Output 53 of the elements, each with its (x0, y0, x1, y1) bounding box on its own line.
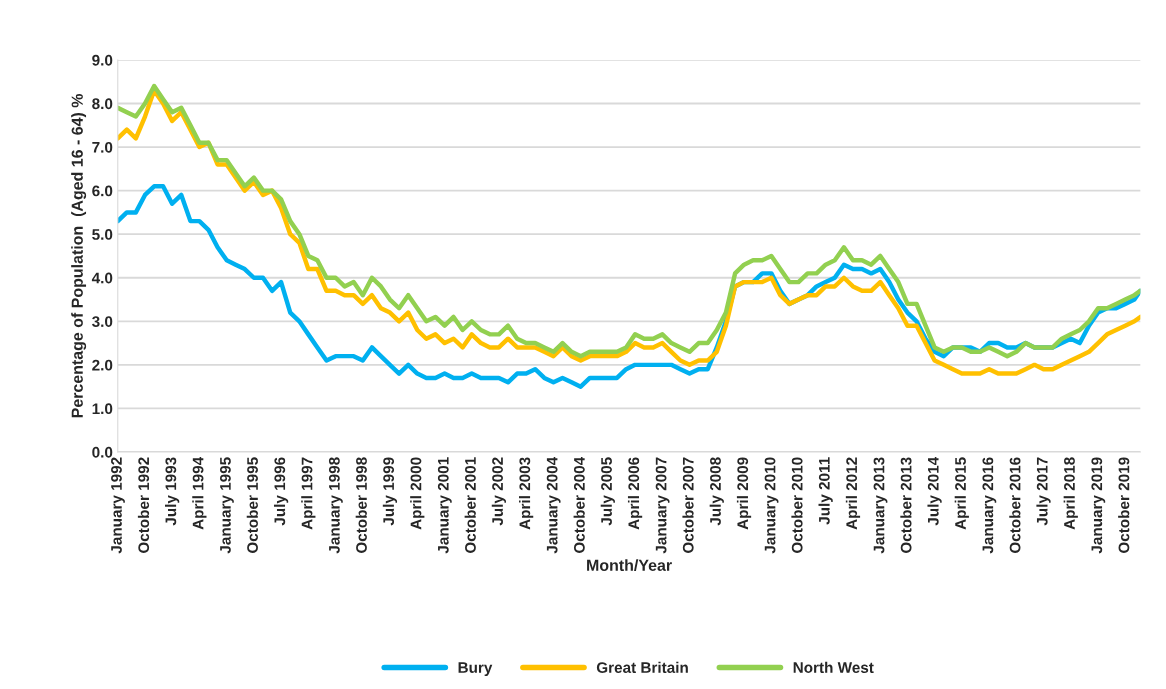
x-tick-label: July 1993 (165, 457, 180, 526)
x-tick-label: January 2010 (764, 457, 779, 554)
x-tick-label: April 2006 (627, 457, 643, 530)
x-tick-label: July 1999 (382, 457, 398, 526)
x-tick-label: October 2010 (791, 457, 803, 554)
x-tick-label: January 1992 (111, 457, 125, 554)
x-tick-label: July 1996 (273, 457, 289, 526)
x-tick-label: January 2016 (982, 457, 997, 554)
x-tick-label: January 2019 (1091, 457, 1106, 554)
x-tick-label: January 1998 (328, 457, 343, 554)
y-tick-label: 6.0 (92, 185, 113, 197)
x-tick-label: October 2007 (682, 457, 694, 554)
x-tick-label: January 2007 (655, 457, 670, 554)
x-tick-label: April 1994 (192, 456, 207, 530)
x-tick-label: October 2004 (573, 456, 585, 554)
x-tick-label: April 2015 (954, 457, 969, 530)
x-axis-title: Month/Year (587, 559, 672, 572)
x-tick-label: July 2014 (927, 456, 942, 526)
legend-label: Bury (458, 662, 493, 676)
x-tick-label: July 2005 (600, 457, 615, 526)
y-axis-title: Percentage of Population (Aged 16 - 64) % (71, 93, 87, 418)
x-tick-label: April 1997 (301, 457, 316, 530)
x-tick-label: July 2008 (709, 457, 724, 526)
x-tick-label: October 1992 (137, 457, 150, 554)
x-tick-label: July 2017 (1036, 457, 1051, 526)
y-tick-label: 5.0 (92, 229, 113, 240)
x-tick-label: July 2011 (818, 457, 833, 525)
x-tick-label: October 2001 (464, 457, 476, 554)
y-tick-label: 4.0 (91, 272, 113, 284)
x-tick-label: January 2004 (546, 456, 561, 554)
x-tick-label: January 2001 (437, 457, 452, 554)
x-tick-label: April 2003 (519, 457, 534, 530)
x-tick-label: October 1995 (246, 457, 258, 554)
y-tick-label: 7.0 (92, 141, 113, 153)
y-tick-label: 0.0 (92, 446, 113, 458)
legend-label: North West (793, 661, 874, 673)
x-tick-label: April 2012 (845, 457, 861, 530)
y-tick-label: 9.0 (92, 54, 113, 66)
y-tick-label: 3.0 (92, 316, 113, 328)
x-tick-label: April 2000 (410, 457, 425, 530)
x-tick-label: October 2013 (900, 457, 912, 554)
x-tick-label: April 2009 (736, 457, 752, 530)
x-tick-label: January 1995 (220, 457, 234, 554)
x-tick-label: October 1998 (355, 457, 367, 554)
y-tick-label: 2.0 (92, 359, 113, 371)
x-tick-label: October 2016 (1009, 457, 1021, 554)
x-tick-label: October 2019 (1118, 457, 1130, 554)
y-tick-label: 1.0 (92, 403, 113, 415)
legend-label: Great Britain (596, 661, 688, 673)
x-tick-label: January 2013 (873, 457, 888, 554)
x-tick-label: July 2002 (491, 457, 507, 526)
x-tick-label: April 2018 (1063, 457, 1078, 530)
y-tick-label: 8.0 (92, 98, 113, 110)
